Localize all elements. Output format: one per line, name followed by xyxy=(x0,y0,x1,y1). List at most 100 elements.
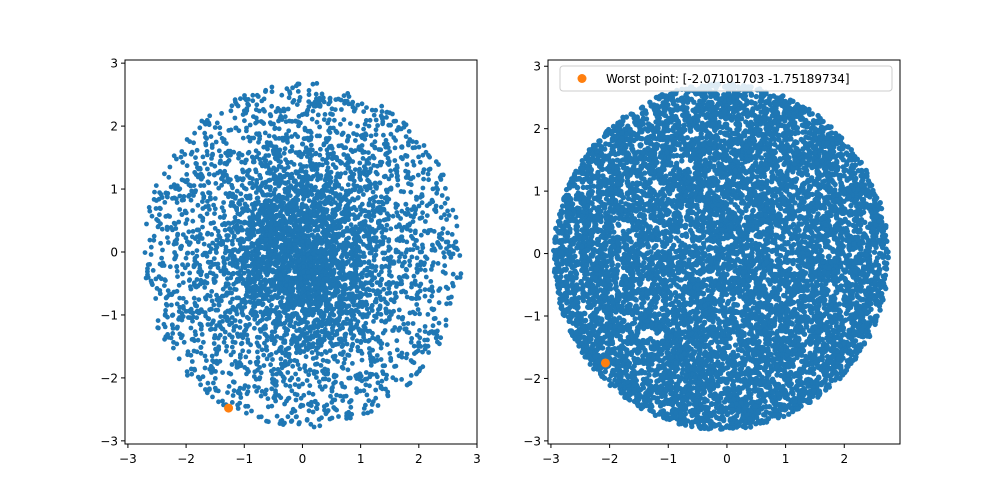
scatter-point xyxy=(225,390,230,395)
scatter-point xyxy=(197,125,203,131)
scatter-point xyxy=(271,176,277,182)
scatter-point xyxy=(228,352,234,358)
scatter-point xyxy=(183,221,189,226)
scatter-point xyxy=(162,171,167,177)
scatter-point xyxy=(388,131,394,137)
scatter-point xyxy=(324,308,330,314)
scatter-point xyxy=(183,255,189,261)
scatter-point xyxy=(153,183,159,189)
scatter-point xyxy=(271,337,277,343)
scatter-point xyxy=(439,193,445,198)
scatter-point xyxy=(277,235,283,240)
scatter-point xyxy=(297,347,302,353)
scatter-point xyxy=(265,192,270,198)
scatter-point xyxy=(384,222,390,228)
scatter-point xyxy=(446,243,452,249)
scatter-point xyxy=(426,177,431,183)
scatter-point xyxy=(286,354,292,360)
scatter-point xyxy=(341,117,347,122)
scatter-point xyxy=(365,230,371,236)
scatter-point xyxy=(192,130,198,136)
scatter-point xyxy=(249,180,255,186)
scatter-point xyxy=(257,375,263,380)
scatter-point xyxy=(329,201,334,207)
scatter-point xyxy=(436,288,442,293)
scatter-point xyxy=(241,264,247,269)
scatter-point xyxy=(216,302,222,308)
scatter-point xyxy=(363,213,369,219)
scatter-point xyxy=(316,333,322,339)
scatter-point xyxy=(204,136,210,141)
scatter-point xyxy=(381,286,387,292)
scatter-point xyxy=(225,256,231,262)
scatter-point xyxy=(339,284,344,289)
scatter-point xyxy=(315,260,320,266)
scatter-point xyxy=(220,286,226,292)
scatter-point xyxy=(256,343,262,349)
scatter-point xyxy=(414,197,419,202)
scatter-point xyxy=(434,332,440,338)
scatter-point xyxy=(345,133,351,139)
scatter-point xyxy=(367,383,372,389)
scatter-point xyxy=(359,225,365,230)
scatter-point xyxy=(281,168,287,174)
scatter-point xyxy=(153,276,159,282)
scatter-point xyxy=(288,319,293,325)
scatter-point xyxy=(203,142,209,148)
scatter-point xyxy=(358,272,364,277)
scatter-point xyxy=(206,171,212,177)
scatter-point xyxy=(402,326,408,332)
scatter-point xyxy=(250,185,256,191)
scatter-point xyxy=(301,264,306,269)
scatter-point xyxy=(162,283,167,288)
scatter-point xyxy=(388,254,394,260)
scatter-point xyxy=(307,191,312,196)
scatter-point xyxy=(200,206,206,211)
scatter-point xyxy=(373,127,379,133)
scatter-point xyxy=(402,254,408,260)
scatter-point xyxy=(269,368,274,374)
scatter-point xyxy=(396,258,402,264)
scatter-point xyxy=(194,277,200,282)
scatter-point xyxy=(394,210,400,215)
scatter-point xyxy=(307,156,313,162)
scatter-point xyxy=(450,280,455,286)
scatter-point xyxy=(267,242,272,248)
scatter-point xyxy=(258,370,264,376)
scatter-point xyxy=(258,175,263,181)
scatter-point xyxy=(323,302,329,307)
scatter-point xyxy=(333,341,338,347)
scatter-point xyxy=(268,198,274,204)
scatter-point xyxy=(223,141,229,146)
scatter-point xyxy=(333,260,339,266)
scatter-point xyxy=(457,275,463,280)
scatter-point xyxy=(430,263,435,269)
scatter-point xyxy=(187,192,192,198)
scatter-point xyxy=(268,184,273,190)
scatter-point xyxy=(320,321,326,327)
scatter-point xyxy=(163,334,169,340)
scatter-point xyxy=(266,209,272,215)
scatter-point xyxy=(417,328,422,333)
scatter-point xyxy=(180,271,185,277)
scatter-point xyxy=(330,152,336,158)
scatter-point xyxy=(315,177,320,183)
scatter-point xyxy=(399,208,405,214)
scatter-point xyxy=(284,86,290,92)
scatter-point xyxy=(372,139,378,145)
scatter-point xyxy=(374,163,380,169)
scatter-point xyxy=(375,403,381,408)
scatter-point xyxy=(234,295,240,301)
scatter-point xyxy=(271,171,276,177)
scatter-point xyxy=(211,202,217,208)
scatter-point xyxy=(334,317,340,323)
scatter-point xyxy=(329,186,335,192)
scatter-point xyxy=(401,124,407,130)
scatter-point xyxy=(372,145,378,151)
scatter-point xyxy=(398,216,403,221)
scatter-point xyxy=(217,160,223,166)
scatter-point xyxy=(266,133,272,139)
scatter-point xyxy=(196,310,202,316)
scatter-point xyxy=(273,214,279,220)
scatter-point xyxy=(259,389,265,394)
